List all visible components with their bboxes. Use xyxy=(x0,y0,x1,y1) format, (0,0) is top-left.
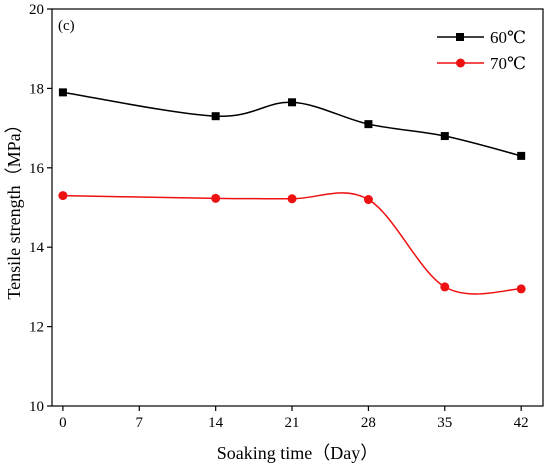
legend-label-1: 70℃ xyxy=(490,54,526,73)
series-1-point-1 xyxy=(211,193,221,203)
y-tick-label-4: 18 xyxy=(29,81,44,97)
x-tick-label-4: 28 xyxy=(361,415,376,431)
x-tick-label-6: 42 xyxy=(514,415,529,431)
x-tick-label-2: 14 xyxy=(208,415,224,431)
series-0-point-3 xyxy=(364,120,373,129)
series-0-point-2 xyxy=(288,98,297,107)
series-0-point-5 xyxy=(517,151,526,160)
series-0-point-0 xyxy=(58,88,67,97)
y-axis: 10 12 14 16 18 20 xyxy=(29,2,52,415)
x-tick-label-0: 0 xyxy=(59,415,67,431)
series-0-point-1 xyxy=(211,112,220,121)
y-tick-label-0: 10 xyxy=(29,399,44,415)
series-line-1 xyxy=(62,192,522,295)
legend: 60℃70℃ xyxy=(437,28,526,73)
x-axis-title: Soaking time（Day） xyxy=(217,443,378,463)
y-tick-label-3: 16 xyxy=(29,161,45,177)
series-1-point-4 xyxy=(440,282,450,292)
series-layer xyxy=(58,88,526,295)
series-1-point-2 xyxy=(287,194,297,204)
series-1-point-5 xyxy=(516,284,526,294)
x-tick-label-3: 21 xyxy=(285,415,300,431)
panel-label: (c) xyxy=(58,18,75,34)
plot-border xyxy=(51,8,544,407)
y-tick-label-2: 14 xyxy=(29,240,45,256)
series-1-point-0 xyxy=(58,191,68,201)
legend-label-0: 60℃ xyxy=(490,28,526,47)
series-1-point-3 xyxy=(363,195,373,205)
y-tick-label-5: 20 xyxy=(29,2,44,18)
plot-frame xyxy=(51,8,544,407)
x-tick-label-5: 35 xyxy=(437,415,452,431)
legend-marker-0 xyxy=(456,33,464,41)
x-tick-label-1: 7 xyxy=(136,415,144,431)
y-tick-label-1: 12 xyxy=(29,320,44,336)
series-0-point-4 xyxy=(440,132,449,141)
y-axis-title: Tensile strength（MPa） xyxy=(4,115,24,299)
x-axis: 0 7 14 21 28 35 42 xyxy=(59,406,529,431)
legend-marker-1 xyxy=(456,58,465,68)
